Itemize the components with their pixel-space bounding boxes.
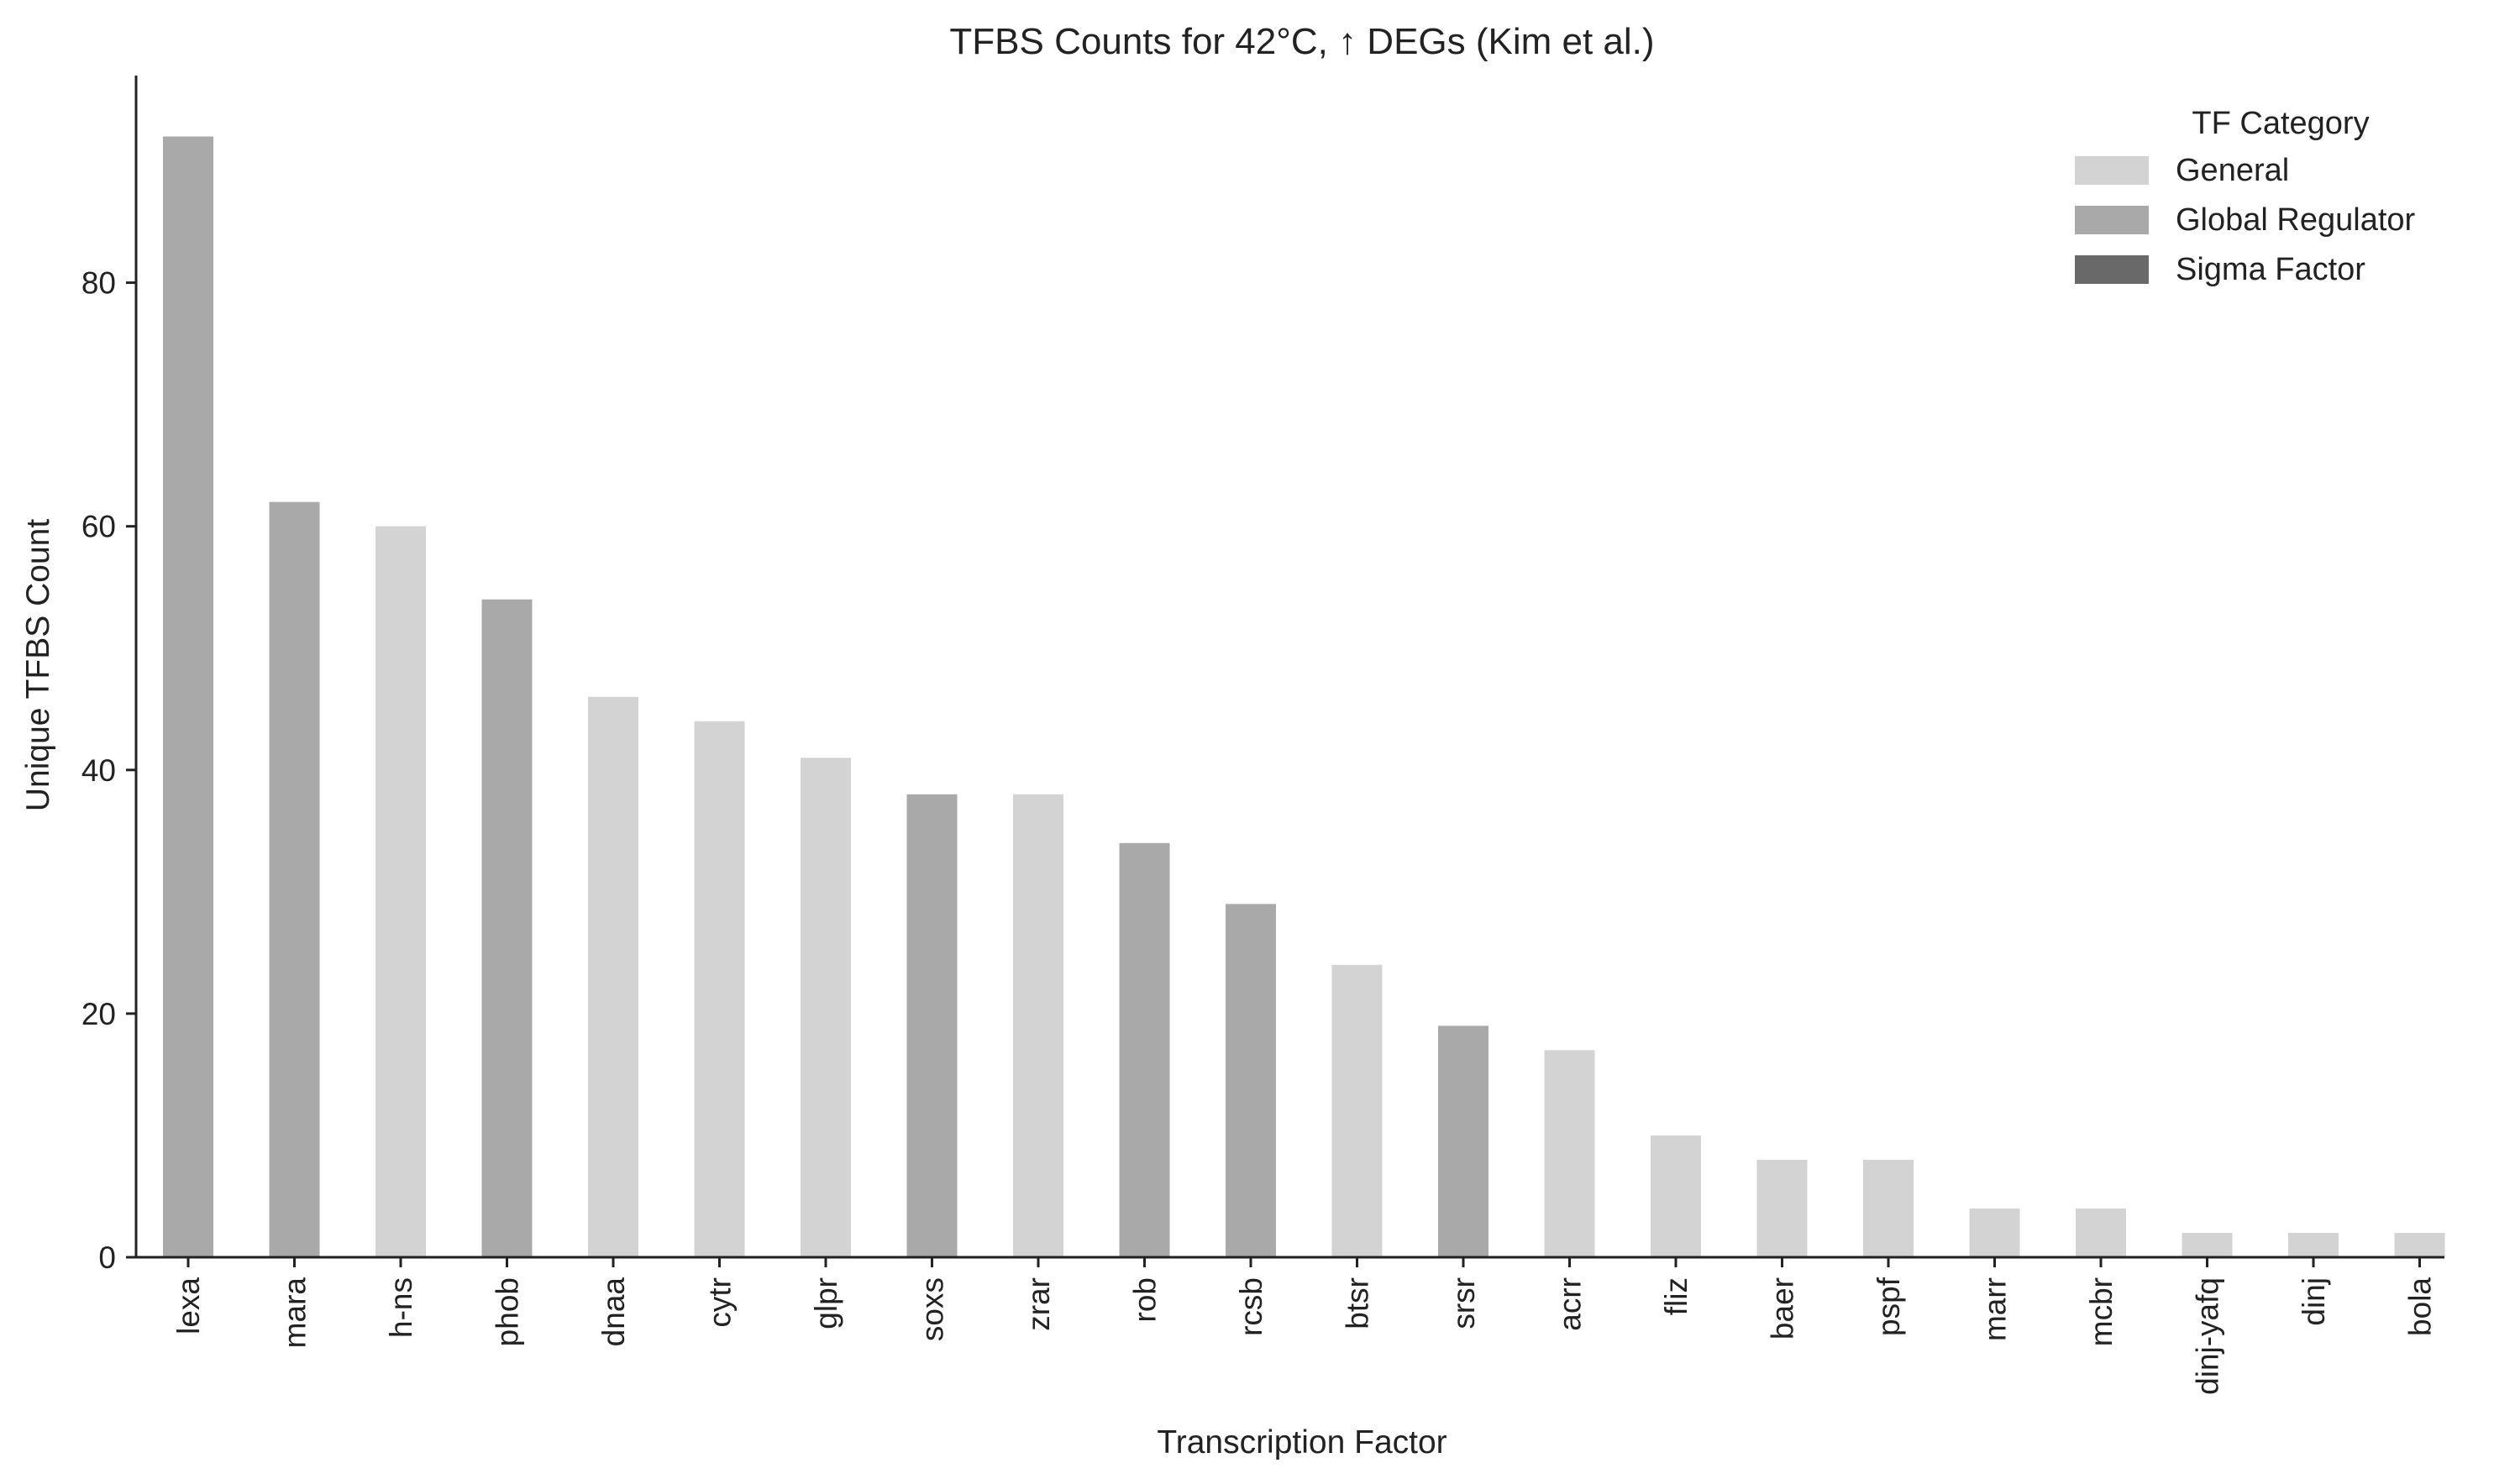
y-axis-ticks: 0 20 40 60 80 <box>81 266 136 1275</box>
bar-bola <box>2394 1232 2445 1257</box>
bar-dinj <box>2288 1232 2339 1257</box>
x-tick-label: dinj <box>2297 1277 2331 1326</box>
bar-btsr <box>1331 964 1383 1257</box>
bar-cytr <box>694 721 745 1257</box>
y-tick-label: 0 <box>98 1240 116 1275</box>
x-tick-label: phob <box>491 1277 525 1346</box>
y-tick-label: 20 <box>81 997 116 1031</box>
x-tick-label: h-ns <box>384 1277 418 1338</box>
x-tick-label: mcbr <box>2084 1277 2119 1346</box>
x-tick-label: rcsb <box>1234 1277 1268 1336</box>
bars-group <box>163 136 2445 1258</box>
bar-marr <box>1969 1208 2020 1257</box>
x-tick-label: fliz <box>1659 1277 1693 1315</box>
x-tick-label: glpr <box>809 1277 843 1329</box>
x-tick-label: mara <box>278 1277 312 1349</box>
y-axis-label: Unique TFBS Count <box>20 519 56 811</box>
bar-fliz <box>1651 1135 1701 1257</box>
x-tick-label: btsr <box>1341 1277 1375 1329</box>
x-axis-label: Transcription Factor <box>1157 1424 1447 1460</box>
x-tick-label: pspf <box>1872 1277 1906 1336</box>
bar-soxs <box>906 794 958 1257</box>
legend-label: Global Regulator <box>2176 202 2416 238</box>
x-tick-label: marr <box>1978 1277 2013 1341</box>
y-tick-label: 60 <box>81 510 116 544</box>
legend-swatch <box>2075 255 2149 284</box>
x-tick-label: baer <box>1766 1277 1800 1340</box>
bar-rcsb <box>1226 904 1276 1257</box>
y-tick-label: 80 <box>81 266 116 301</box>
x-tick-label: dnaa <box>596 1277 631 1347</box>
bar-acrr <box>1544 1050 1595 1257</box>
bar-dinj-yafq <box>2182 1232 2233 1257</box>
bar-phob <box>481 599 533 1257</box>
bar-mcbr <box>2076 1208 2126 1257</box>
bar-mara <box>269 501 320 1257</box>
x-tick-label: soxs <box>916 1277 950 1341</box>
bar-pspf <box>1863 1159 1914 1257</box>
y-tick-label: 40 <box>81 753 116 788</box>
legend-title: TF Category <box>2192 106 2369 141</box>
legend-swatch <box>2075 206 2149 234</box>
x-tick-label: lexa <box>171 1277 206 1335</box>
bar-srsr <box>1438 1025 1489 1257</box>
bar-glpr <box>801 758 851 1257</box>
x-tick-label: dinj-yafq <box>2191 1277 2225 1395</box>
x-tick-label: cytr <box>703 1277 738 1328</box>
x-tick-label: rob <box>1128 1277 1163 1322</box>
x-tick-label: acrr <box>1553 1277 1588 1331</box>
legend-swatch <box>2075 156 2149 185</box>
bar-zrar <box>1013 794 1063 1257</box>
legend: TF Category General Global Regulator Sigma… <box>2075 106 2416 287</box>
bar-baer <box>1756 1159 1808 1257</box>
x-axis-ticks: lexa mara h-ns phob dnaa cytr glpr soxs zrar rob r… <box>171 1257 2438 1395</box>
legend-label: Sigma Factor <box>2176 252 2365 287</box>
x-tick-label: srsr <box>1447 1277 1481 1329</box>
bar-h-ns <box>375 526 426 1257</box>
x-tick-label: bola <box>2403 1277 2438 1336</box>
bar-dnaa <box>588 696 638 1257</box>
bar-rob <box>1119 842 1170 1257</box>
legend-label: General <box>2176 153 2289 188</box>
x-tick-label: zrar <box>1021 1277 1056 1331</box>
chart-title: TFBS Counts for 42°C, ↑ DEGs (Kim et al.… <box>949 21 1654 62</box>
bar-lexa <box>163 136 213 1258</box>
